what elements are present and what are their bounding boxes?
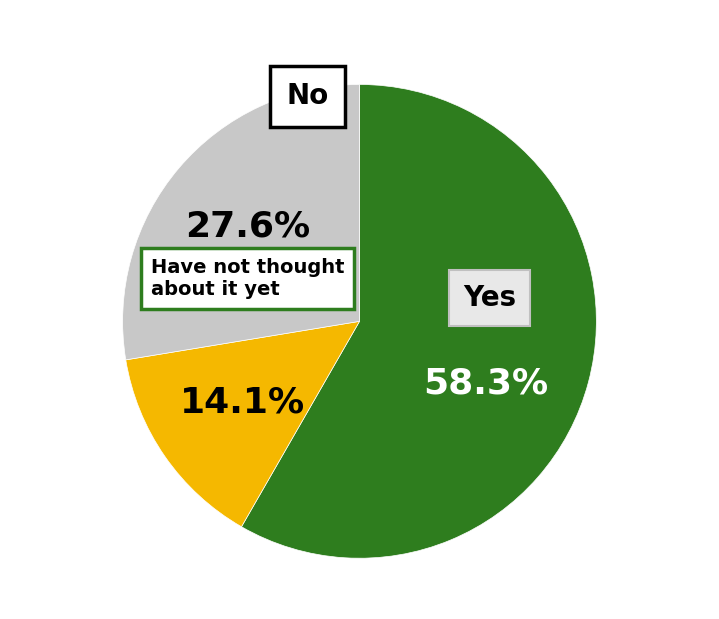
Text: Have not thought
about it yet: Have not thought about it yet xyxy=(151,258,344,299)
Wedge shape xyxy=(242,84,596,558)
Wedge shape xyxy=(123,84,360,360)
Text: 58.3%: 58.3% xyxy=(423,366,548,400)
Wedge shape xyxy=(126,321,360,527)
Text: Yes: Yes xyxy=(463,284,516,311)
Text: No: No xyxy=(286,82,329,110)
Text: 27.6%: 27.6% xyxy=(185,209,310,243)
Text: 14.1%: 14.1% xyxy=(180,386,306,419)
